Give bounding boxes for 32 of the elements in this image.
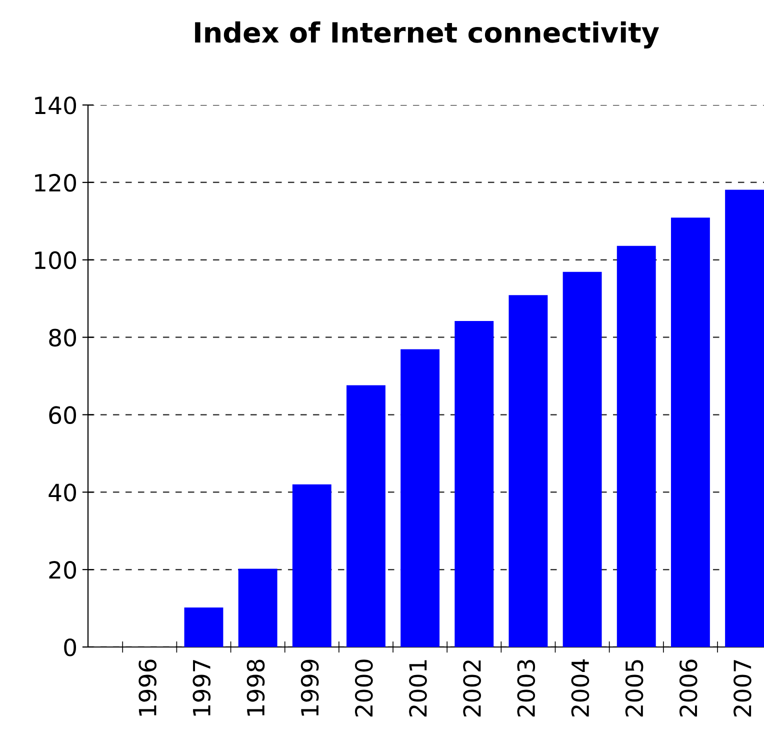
- x-tick-label: 2004: [571, 659, 590, 716]
- bar: [616, 246, 656, 647]
- y-tick-label: 60: [49, 406, 76, 424]
- x-tick-label: 1997: [192, 660, 211, 716]
- y-tick-label: 100: [35, 251, 76, 270]
- x-tick-label: 2007: [734, 660, 752, 716]
- chart-title: Index of Internet connectivity: [195, 21, 659, 48]
- bar: [454, 321, 494, 647]
- bar: [562, 272, 602, 647]
- x-tick-label: 1998: [246, 660, 265, 716]
- x-tick-label: 1996: [138, 660, 156, 716]
- y-tick-label: 80: [49, 328, 76, 347]
- bar: [508, 295, 548, 647]
- x-tick-label: 2006: [679, 660, 698, 716]
- x-tick-label: 1999: [300, 660, 319, 716]
- bar: [238, 568, 278, 647]
- bar: [292, 484, 332, 647]
- bar: [184, 608, 224, 647]
- bar: [725, 190, 764, 647]
- bar: [400, 349, 440, 647]
- bar: [346, 385, 386, 647]
- x-tick-label: 2003: [517, 660, 536, 716]
- y-tick-label: 0: [64, 638, 76, 656]
- x-tick-label: 2001: [409, 660, 427, 716]
- x-tick-label: 2000: [354, 660, 373, 716]
- y-tick-label: 20: [49, 561, 76, 579]
- y-tick-label: 140: [35, 96, 76, 114]
- x-tick-label: 2002: [463, 660, 481, 716]
- y-tick-label: 40: [48, 484, 76, 502]
- y-tick-label: 120: [35, 174, 76, 192]
- bar: [670, 218, 710, 647]
- x-tick-label: 2005: [625, 660, 644, 716]
